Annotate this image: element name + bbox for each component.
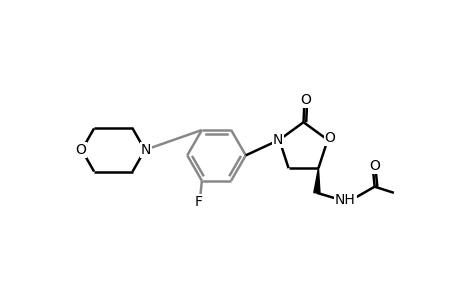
Text: O: O <box>75 143 86 157</box>
Polygon shape <box>313 168 319 193</box>
Text: O: O <box>300 93 311 107</box>
Text: F: F <box>194 195 202 209</box>
Text: O: O <box>324 131 335 145</box>
Text: O: O <box>369 159 379 173</box>
Text: N: N <box>140 143 151 157</box>
Text: N: N <box>272 133 282 147</box>
Text: NH: NH <box>334 193 355 207</box>
